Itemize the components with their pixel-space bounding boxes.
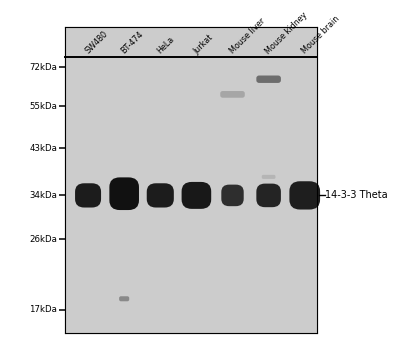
FancyBboxPatch shape <box>221 184 244 206</box>
FancyBboxPatch shape <box>290 181 320 210</box>
Text: 34kDa: 34kDa <box>30 191 57 200</box>
Text: Mouse liver: Mouse liver <box>228 17 267 56</box>
Text: Mouse brain: Mouse brain <box>300 14 341 56</box>
FancyBboxPatch shape <box>147 183 174 208</box>
Text: 55kDa: 55kDa <box>30 102 57 111</box>
Text: Mouse kidney: Mouse kidney <box>264 10 310 56</box>
Text: 26kDa: 26kDa <box>30 234 57 244</box>
Text: HeLa: HeLa <box>156 35 177 56</box>
Text: 14-3-3 Theta: 14-3-3 Theta <box>325 190 388 201</box>
Text: 72kDa: 72kDa <box>30 63 57 72</box>
FancyBboxPatch shape <box>220 91 245 98</box>
FancyBboxPatch shape <box>182 182 211 209</box>
FancyBboxPatch shape <box>256 184 281 207</box>
Bar <box>65 27 317 334</box>
FancyBboxPatch shape <box>75 183 101 208</box>
FancyBboxPatch shape <box>119 296 129 301</box>
Text: 43kDa: 43kDa <box>30 144 57 153</box>
Text: SW480: SW480 <box>83 29 110 56</box>
Text: Jurkat: Jurkat <box>192 33 215 56</box>
FancyBboxPatch shape <box>262 175 275 179</box>
FancyBboxPatch shape <box>109 177 139 210</box>
Text: 17kDa: 17kDa <box>30 306 57 314</box>
Text: BT-474: BT-474 <box>120 30 145 56</box>
FancyBboxPatch shape <box>256 76 281 83</box>
